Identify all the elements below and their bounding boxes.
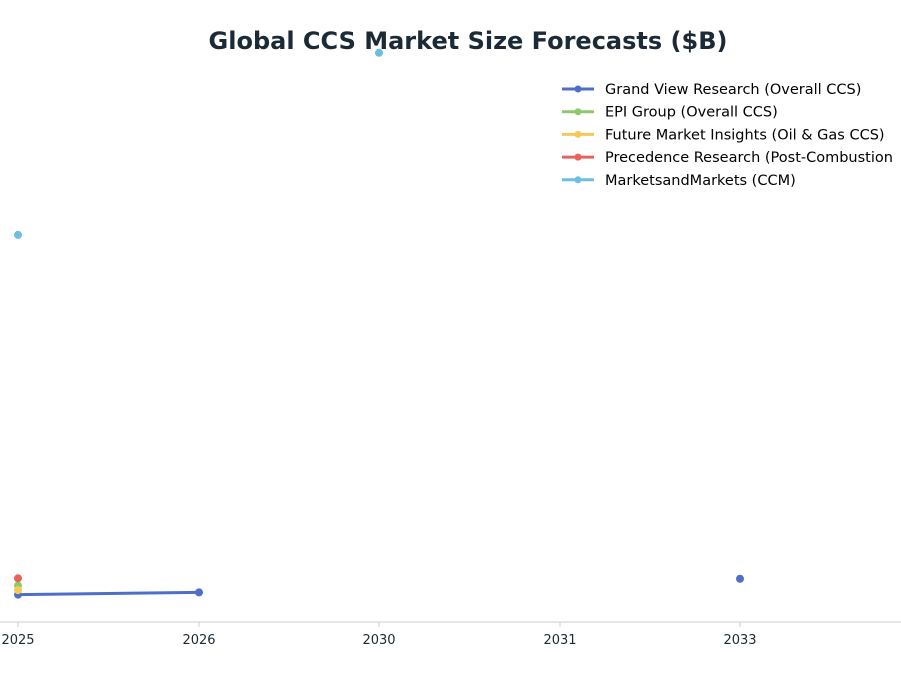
series-layer xyxy=(14,48,744,599)
legend-label-future-market-insights-oil-gas-ccs: Future Market Insights (Oil & Gas CCS) xyxy=(605,127,885,143)
legend-marker-grand-view-research-overall-ccs xyxy=(574,85,582,93)
data-point-precedence-research-post-combustion-2025[interactable] xyxy=(14,574,22,583)
legend-item-marketsandmarkets-ccm: MarketsandMarkets (CCM) xyxy=(562,173,796,189)
series-precedence-research-post-combustion xyxy=(14,574,22,583)
legend-item-grand-view-research-overall-ccs: Grand View Research (Overall CCS) xyxy=(562,82,861,98)
x-tick-label-2031: 2031 xyxy=(543,633,576,648)
legend-marker-epi-group-overall-ccs xyxy=(574,108,582,116)
legend-label-marketsandmarkets-ccm: MarketsandMarkets (CCM) xyxy=(605,173,796,189)
data-point-grand-view-research-overall-ccs-2026[interactable] xyxy=(195,588,203,597)
series-line-grand-view-research-overall-ccs xyxy=(16,590,201,597)
legend-label-precedence-research-post-combustion: Precedence Research (Post-Combustion xyxy=(605,150,893,166)
data-point-marketsandmarkets-ccm-2025[interactable] xyxy=(14,230,22,239)
legend-marker-precedence-research-post-combustion xyxy=(574,153,582,161)
legend-item-precedence-research-post-combustion: Precedence Research (Post-Combustion xyxy=(562,150,893,166)
x-tick-label-2033: 2033 xyxy=(723,633,756,648)
x-tick-label-2026: 2026 xyxy=(182,633,215,648)
series-marketsandmarkets-ccm xyxy=(14,48,383,239)
legend-label-epi-group-overall-ccs: EPI Group (Overall CCS) xyxy=(605,105,778,121)
x-tick-label-2025: 2025 xyxy=(1,633,34,648)
x-axis: 2025 2026 2030 2031 2033 xyxy=(1,622,757,648)
legend-marker-future-market-insights-oil-gas-ccs xyxy=(574,130,582,138)
data-point-future-market-insights-oil-gas-ccs-2025[interactable] xyxy=(14,586,22,595)
legend-item-epi-group-overall-ccs: EPI Group (Overall CCS) xyxy=(562,105,778,121)
series-future-market-insights-oil-gas-ccs xyxy=(14,586,22,595)
legend-label-grand-view-research-overall-ccs: Grand View Research (Overall CCS) xyxy=(605,82,861,98)
legend-item-future-market-insights-oil-gas-ccs: Future Market Insights (Oil & Gas CCS) xyxy=(562,127,885,143)
legend: Grand View Research (Overall CCS) EPI Gro… xyxy=(562,82,893,189)
legend-marker-marketsandmarkets-ccm xyxy=(574,176,582,184)
x-tick-label-2030: 2030 xyxy=(362,633,395,648)
data-point-marketsandmarkets-ccm-2030[interactable] xyxy=(375,48,383,57)
chart-title: Global CCS Market Size Forecasts ($B) xyxy=(209,27,728,55)
data-point-grand-view-research-overall-ccs-2033[interactable] xyxy=(736,574,744,583)
series-grand-view-research-overall-ccs xyxy=(14,574,744,599)
